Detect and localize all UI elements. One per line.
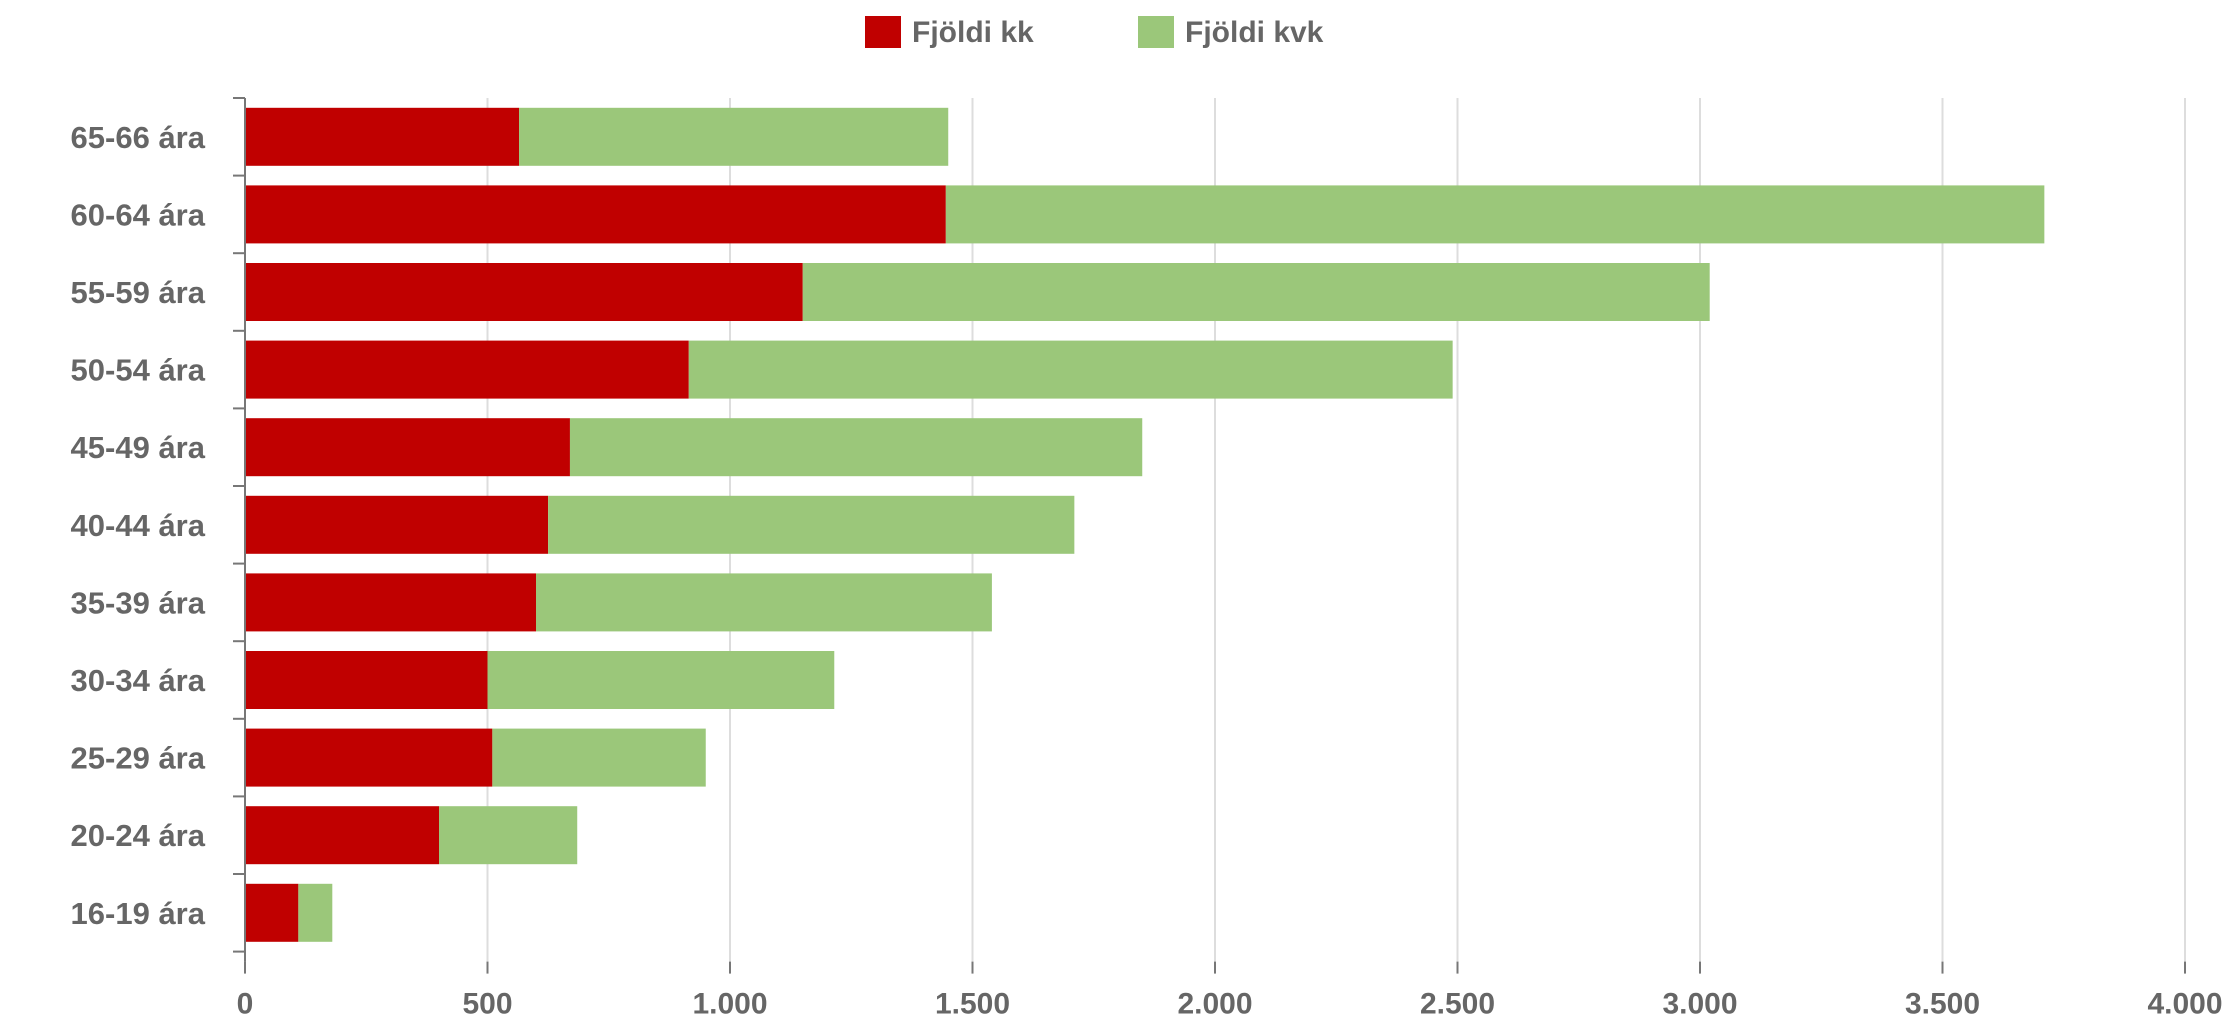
category-label: 65-66 ára	[71, 120, 206, 155]
legend: Fjöldi kk Fjöldi kvk	[865, 16, 1324, 49]
category-label: 16-19 ára	[71, 896, 206, 931]
bar-kk-11	[245, 883, 299, 942]
bar-kvk-6	[548, 495, 1075, 554]
category-label: 45-49 ára	[71, 430, 206, 465]
x-tick-label: 0	[237, 988, 254, 1021]
category-label: 60-64 ára	[71, 197, 206, 232]
x-tick-label: 3.000	[1662, 988, 1737, 1021]
axes	[233, 97, 2186, 974]
x-tick-label: 500	[462, 988, 512, 1021]
bar-kk-10	[245, 806, 439, 865]
bar-kk-8	[245, 651, 488, 709]
bar-kk-6	[245, 495, 549, 554]
category-label: 50-54 ára	[71, 353, 206, 388]
bar-kvk-11	[298, 883, 333, 942]
x-tick-label: 3.500	[1905, 988, 1980, 1021]
bar-kk-2	[245, 185, 946, 244]
bar-kk-1	[245, 107, 520, 166]
legend-swatch-1	[865, 16, 901, 48]
bar-kvk-10	[439, 806, 578, 865]
category-label: 40-44 ára	[71, 508, 206, 543]
category-label: 25-29 ára	[71, 741, 206, 776]
bar-kvk-4	[688, 340, 1453, 399]
legend-label-1: Fjöldi kk	[912, 16, 1034, 49]
bar-kk-3	[245, 263, 803, 321]
bar-kk-7	[245, 573, 536, 632]
x-tick-labels: 0 500 1.000 1.500 2.000 2.500 3.000 3.500 4.000	[237, 988, 2223, 1021]
bar-kvk-3	[802, 263, 1710, 321]
bar-kvk-7	[536, 573, 992, 632]
bar-kvk-1	[519, 107, 949, 166]
bar-kvk-2	[945, 185, 2045, 244]
x-tick-label: 1.000	[692, 988, 767, 1021]
bars	[245, 107, 2045, 942]
x-tick-label: 2.000	[1177, 988, 1252, 1021]
bar-kk-4	[245, 340, 689, 399]
x-tick-label: 1.500	[935, 988, 1010, 1021]
category-labels: 65-66 ára 60-64 ára 55-59 ára 50-54 ára 45-4…	[71, 120, 206, 931]
bar-kk-9	[245, 728, 493, 787]
category-label: 35-39 ára	[71, 585, 206, 620]
bar-kvk-9	[492, 728, 706, 787]
category-label: 20-24 ára	[71, 818, 206, 853]
x-tick-label: 2.500	[1420, 988, 1495, 1021]
legend-swatch-2	[1138, 16, 1174, 48]
bar-kvk-8	[487, 651, 835, 709]
bar-kvk-5	[569, 418, 1143, 477]
bar-kk-5	[245, 418, 570, 477]
category-label: 55-59 ára	[71, 275, 206, 310]
category-label: 30-34 ára	[71, 663, 206, 698]
legend-label-2: Fjöldi kvk	[1185, 16, 1324, 49]
x-tick-label: 4.000	[2147, 988, 2222, 1021]
